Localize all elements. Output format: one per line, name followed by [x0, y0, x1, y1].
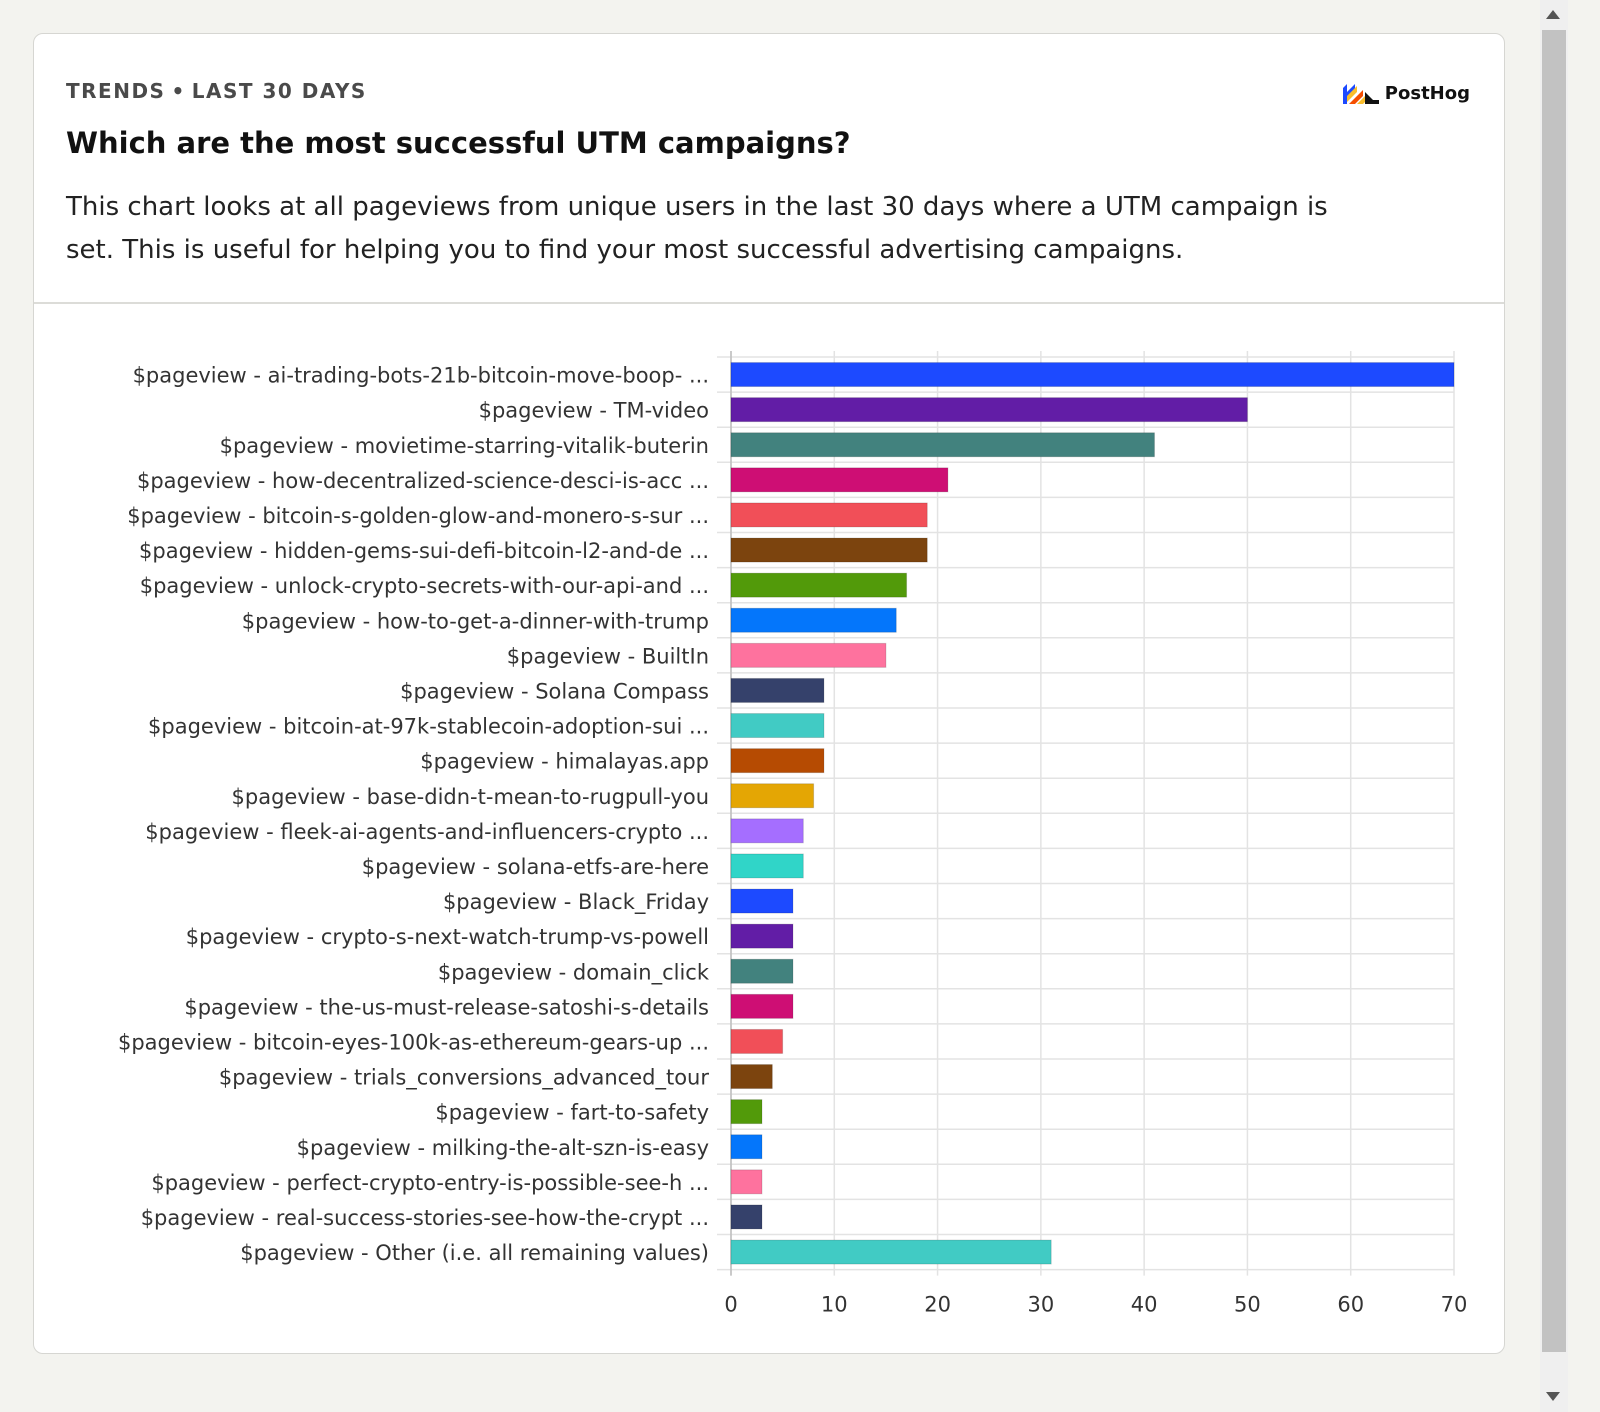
bar[interactable] [730, 1204, 763, 1230]
category-label: $pageview - bitcoin-at-97k-stablecoin-ad… [148, 715, 709, 739]
scroll-down-arrow-icon[interactable] [1546, 1392, 1560, 1401]
scroll-up-arrow-icon[interactable] [1546, 10, 1560, 19]
x-tick-label: 70 [1441, 1293, 1468, 1317]
category-label: $pageview - BuiltIn [507, 644, 709, 668]
category-label-layer: $pageview - ai-trading-bots-21b-bitcoin-… [118, 364, 710, 1266]
bar[interactable] [730, 537, 928, 563]
category-label: $pageview - milking-the-alt-szn-is-easy [297, 1136, 709, 1160]
category-label: $pageview - solana-etfs-are-here [362, 855, 709, 879]
insight-card: TRENDS • LAST 30 DAYS PostHog Which are th… [33, 33, 1505, 1354]
bar[interactable] [730, 607, 897, 633]
x-tick-label: 30 [1027, 1293, 1054, 1317]
insight-title: Which are the most successful UTM campai… [66, 126, 851, 160]
category-label: $pageview - Black_Friday [443, 890, 709, 915]
bar[interactable] [730, 502, 928, 528]
bar[interactable] [730, 1239, 1052, 1265]
bar-layer [730, 362, 1455, 1265]
insight-type: TRENDS [66, 79, 166, 103]
bar-chart: $pageview - ai-trading-bots-21b-bitcoin-… [118, 351, 1467, 1317]
x-tick-label: 20 [924, 1293, 951, 1317]
bar[interactable] [730, 713, 825, 739]
bar[interactable] [730, 1028, 784, 1054]
category-label: $pageview - how-to-get-a-dinner-with-tru… [242, 609, 709, 633]
bar[interactable] [730, 888, 794, 914]
bar[interactable] [730, 783, 815, 809]
posthog-logo[interactable]: PostHog [1342, 82, 1470, 104]
category-label: $pageview - Other (i.e. all remaining va… [240, 1241, 709, 1265]
category-label: $pageview - movietime-starring-vitalik-b… [220, 434, 709, 458]
category-label: $pageview - Solana Compass [400, 679, 709, 703]
bar[interactable] [730, 467, 949, 493]
bar[interactable] [730, 748, 825, 774]
category-label: $pageview - bitcoin-eyes-100k-as-ethereu… [118, 1030, 709, 1054]
category-label: $pageview - trials_conversions_advanced_… [219, 1066, 709, 1091]
category-label: $pageview - real-success-stories-see-how… [141, 1206, 709, 1230]
category-label: $pageview - how-decentralized-science-de… [137, 469, 709, 493]
category-label: $pageview - the-us-must-release-satoshi-… [184, 995, 709, 1019]
bar[interactable] [730, 853, 804, 879]
category-label: $pageview - TM-video [479, 399, 709, 423]
x-tick-label: 50 [1234, 1293, 1261, 1317]
bar[interactable] [730, 677, 825, 703]
category-label: $pageview - unlock-crypto-secrets-with-o… [140, 574, 709, 598]
bar[interactable] [730, 1169, 763, 1195]
scrollbar-thumb[interactable] [1542, 30, 1566, 1352]
category-label: $pageview - perfect-crypto-entry-is-poss… [151, 1171, 709, 1195]
x-tick-label: 60 [1337, 1293, 1364, 1317]
bar[interactable] [730, 362, 1455, 388]
grid-layer [717, 351, 1455, 1276]
category-label: $pageview - ai-trading-bots-21b-bitcoin-… [133, 364, 709, 388]
bar[interactable] [730, 923, 794, 949]
insight-eyebrow: TRENDS • LAST 30 DAYS [66, 79, 367, 103]
date-range: LAST 30 DAYS [191, 79, 367, 103]
category-label: $pageview - domain_click [438, 960, 710, 985]
bar[interactable] [730, 432, 1155, 458]
category-label: $pageview - crypto-s-next-watch-trump-vs… [186, 925, 709, 949]
bar[interactable] [730, 993, 794, 1019]
posthog-hedgehog-logo-icon [1342, 84, 1379, 104]
bar[interactable] [730, 1134, 763, 1160]
vertical-scrollbar[interactable] [1540, 0, 1568, 1412]
category-label: $pageview - himalayas.app [420, 750, 709, 774]
insight-description: This chart looks at all pageviews from u… [66, 192, 1328, 265]
bar[interactable] [730, 1064, 773, 1090]
x-tick-layer: 0 10 20 30 40 50 60 70 [724, 1293, 1467, 1317]
category-label: $pageview - fart-to-safety [435, 1101, 709, 1125]
x-tick-label: 10 [821, 1293, 848, 1317]
category-label: $pageview - base-didn-t-mean-to-rugpull-… [232, 785, 709, 809]
header-divider [34, 302, 1504, 304]
category-label: $pageview - hidden-gems-sui-defi-bitcoin… [139, 539, 709, 563]
bar[interactable] [730, 818, 804, 844]
x-tick-label: 0 [724, 1293, 737, 1317]
bar[interactable] [730, 572, 908, 598]
category-label: $pageview - bitcoin-s-golden-glow-and-mo… [127, 504, 709, 528]
category-label: $pageview - fleek-ai-agents-and-influenc… [145, 820, 709, 844]
logo-text: PostHog [1384, 82, 1470, 104]
x-tick-label: 40 [1131, 1293, 1158, 1317]
bar[interactable] [730, 397, 1248, 423]
bar[interactable] [730, 1099, 763, 1125]
bar[interactable] [730, 958, 794, 984]
bar[interactable] [730, 642, 887, 668]
eyebrow-separator: • [171, 79, 186, 103]
